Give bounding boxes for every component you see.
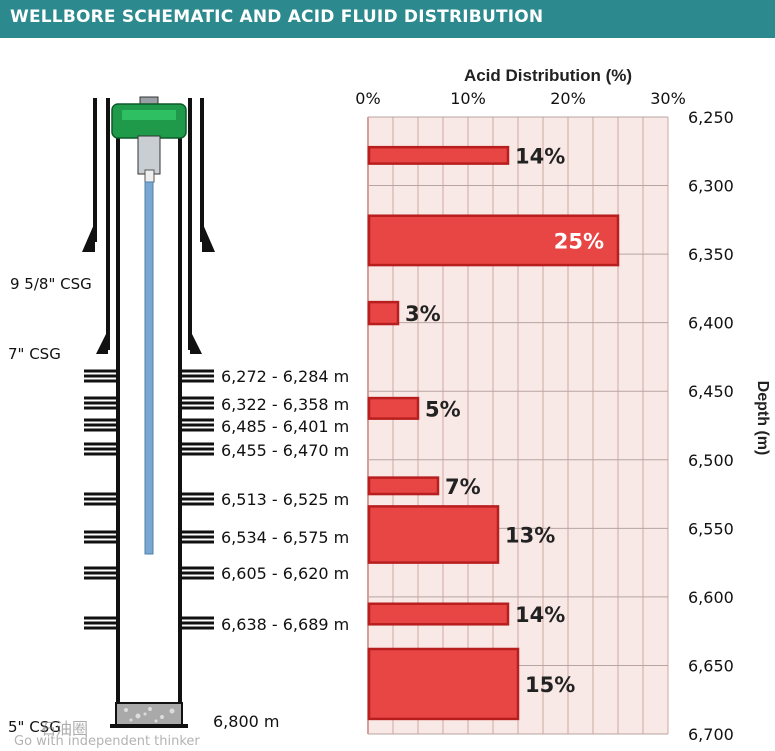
outer-casing-shoe-left (82, 222, 95, 252)
y-tick-label: 6,450 (688, 382, 734, 401)
bar-value-label: 25% (554, 229, 604, 253)
plug-texture (124, 707, 175, 723)
bars: 14% 25% 3% 5% 7% 13% 14% 15% (367, 144, 620, 721)
tubing (144, 181, 154, 555)
y-tick-label: 6,600 (688, 588, 734, 607)
y-tick-labels: 6,250 6,300 6,350 6,400 6,450 6,500 6,550 6,600… (688, 108, 734, 744)
perforation-label: 6,322 - 6,358 m (221, 395, 349, 414)
casing-label-9-5-8: 9 5/8" CSG (10, 275, 92, 293)
watermark-tagline: Go with independent thinker (14, 734, 200, 749)
bar (367, 214, 620, 267)
bar-value-label: 13% (505, 524, 555, 548)
header-bar: WELLBORE SCHEMATIC AND ACID FLUID DISTRI… (0, 0, 775, 38)
perforation-marks (84, 369, 214, 630)
bar (367, 647, 520, 721)
wellbore-schematic (82, 96, 215, 728)
perforation-label: 6,534 - 6,575 m (221, 528, 349, 547)
perforation-label: 6,272 - 6,284 m (221, 367, 349, 386)
perforation-label: 6,455 - 6,470 m (221, 441, 349, 460)
packer (137, 135, 161, 175)
x-axis-label: Acid Distribution (%) (464, 66, 632, 85)
y-tick-label: 6,250 (688, 108, 734, 127)
acid-distribution-chart: 14%25%3%5%7%13%14%15% 0% 10% 20% 30% 6,2506… (355, 66, 771, 744)
bar-value-label: 7% (445, 475, 481, 499)
total-depth-label: 6,800 m (213, 712, 279, 731)
y-tick-label: 6,700 (688, 725, 734, 744)
bar (367, 396, 420, 420)
bar-value-label: 5% (425, 397, 461, 421)
bar-value-label: 15% (525, 673, 575, 697)
bar-value-label: 14% (515, 603, 565, 627)
watermark-logo-text: 石油圈 (40, 719, 88, 738)
bottom-plug (115, 702, 183, 726)
perforation-label: 6,605 - 6,620 m (221, 564, 349, 583)
bar (367, 602, 510, 626)
perforation-label: 6,513 - 6,525 m (221, 490, 349, 509)
casing-label-7: 7" CSG (8, 345, 61, 363)
casing-label-5: 5" CSG (8, 718, 61, 736)
bar-value-label: 3% (405, 302, 441, 326)
x-tick-label: 0% (355, 89, 380, 108)
tubing-connector (144, 169, 155, 183)
wellhead-highlight (122, 110, 176, 120)
bar (367, 145, 510, 165)
x-tick-label: 10% (450, 89, 486, 108)
y-tick-label: 6,300 (688, 177, 734, 196)
x-tick-labels: 0% 10% 20% 30% (355, 89, 685, 108)
wellhead-icon (111, 103, 187, 139)
y-tick-label: 6,400 (688, 314, 734, 333)
y-tick-label: 6,500 (688, 451, 734, 470)
outer-casing-shoe-right (202, 222, 215, 252)
perforation-label: 6,485 - 6,401 m (221, 417, 349, 436)
x-tick-label: 20% (550, 89, 586, 108)
page-title: WELLBORE SCHEMATIC AND ACID FLUID DISTRI… (10, 7, 544, 27)
intermediate-shoe-left (96, 330, 108, 354)
bar-value-label: 14% (515, 144, 565, 168)
bar (367, 300, 400, 326)
intermediate-shoe-right (190, 330, 202, 354)
y-tick-label: 6,550 (688, 519, 734, 538)
y-axis-label: Depth (m) (754, 381, 771, 456)
y-tick-label: 6,650 (688, 656, 734, 675)
x-tick-label: 30% (650, 89, 686, 108)
bar (367, 505, 500, 564)
bar (367, 476, 440, 496)
y-tick-label: 6,350 (688, 245, 734, 264)
perforation-label: 6,638 - 6,689 m (221, 615, 349, 634)
